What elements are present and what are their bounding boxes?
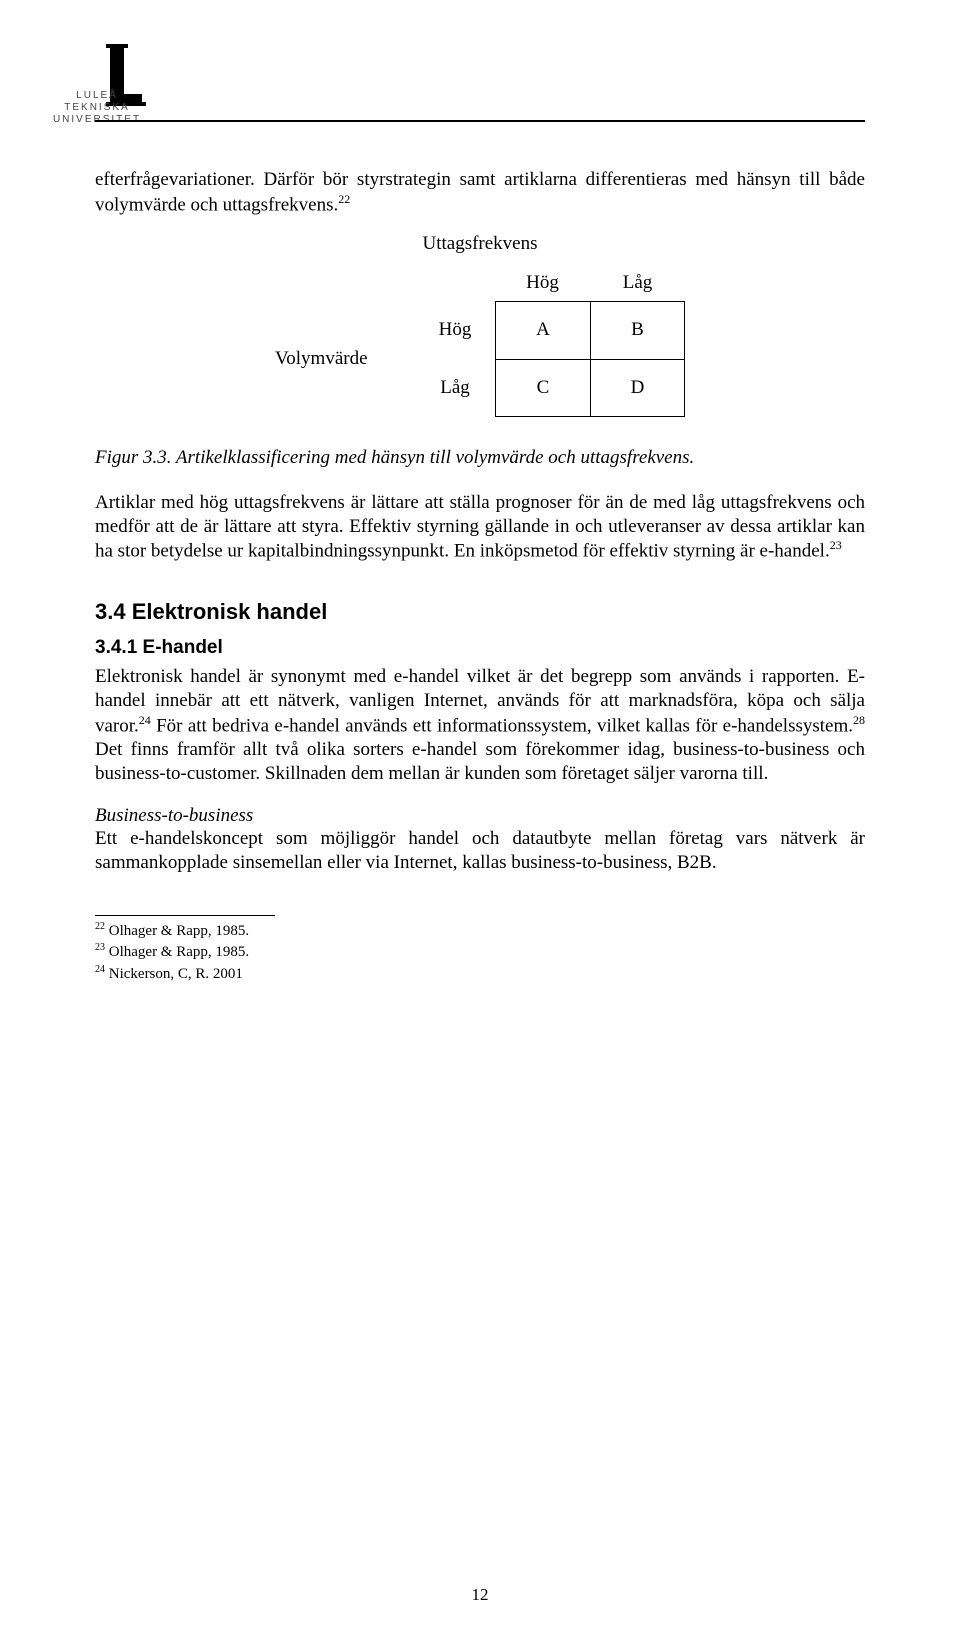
matrix-cell-d: D (590, 359, 685, 417)
para3-sup1: 24 (139, 713, 151, 727)
fn3-text: Nickerson, C, R. 2001 (105, 966, 243, 982)
para2-text: Artiklar med hög uttagsfrekvens är lätta… (95, 492, 865, 562)
para1-sup: 22 (338, 192, 350, 206)
section-heading: 3.4 Elektronisk handel (95, 599, 865, 625)
matrix-title: Uttagsfrekvens (95, 233, 865, 255)
footnote-rule (95, 915, 275, 916)
fn2-num: 23 (95, 942, 105, 953)
paragraph-1: efterfrågevariationer. Därför bör styrst… (95, 168, 865, 217)
para3-part3: Det finns framför allt två olika sorters… (95, 739, 865, 784)
matrix-cell-c: C (495, 359, 590, 417)
para3-part2: För att bedriva e-handel används ett inf… (151, 715, 853, 736)
matrix-cell-b: B (590, 301, 685, 359)
matrix-col-header-2: Låg (590, 272, 685, 294)
matrix-col-header-1: Hög (495, 272, 590, 294)
page-number: 12 (0, 1585, 960, 1605)
page: LULEÅ TEKNISKA UNIVERSITET efterfrågevar… (0, 0, 960, 1645)
subsection-heading: 3.4.1 E-handel (95, 637, 865, 659)
fn3-num: 24 (95, 964, 105, 975)
fn1-text: Olhager & Rapp, 1985. (105, 923, 249, 939)
matrix-row-header-1: Hög (415, 319, 495, 341)
paragraph-2: Artiklar med hög uttagsfrekvens är lätta… (95, 491, 865, 564)
fn1-num: 22 (95, 921, 105, 932)
para2-sup: 23 (830, 538, 842, 552)
logo-line2: TEKNISKA (43, 102, 151, 114)
para1-text: efterfrågevariationer. Därför bör styrst… (95, 169, 865, 215)
matrix-row-header-2: Låg (415, 377, 495, 399)
footnotes-block: 22 Olhager & Rapp, 1985. 23 Olhager & Ra… (95, 915, 865, 985)
paragraph-3: Elektronisk handel är synonymt med e-han… (95, 665, 865, 785)
b2b-paragraph: Ett e-handelskoncept som möjliggör hande… (95, 827, 865, 875)
matrix-cell-a: A (495, 301, 590, 359)
matrix-grid: Volymvärde Hög Låg Hög Låg A B C D (275, 265, 685, 417)
para3-sup2: 28 (853, 713, 865, 727)
fn2-text: Olhager & Rapp, 1985. (105, 944, 249, 960)
footnote-1: 22 Olhager & Rapp, 1985. (95, 920, 865, 942)
b2b-heading: Business-to-business (95, 805, 865, 827)
footnote-3: 24 Nickerson, C, R. 2001 (95, 963, 865, 985)
header-area: LULEÅ TEKNISKA UNIVERSITET (95, 50, 865, 140)
footnote-2: 23 Olhager & Rapp, 1985. (95, 941, 865, 963)
matrix-row-outer-label: Volymvärde (275, 348, 415, 370)
header-rule (95, 120, 865, 122)
figure-caption: Figur 3.3. Artikelklassificering med hän… (95, 447, 865, 469)
matrix-figure: Volymvärde Hög Låg Hög Låg A B C D (95, 265, 865, 417)
logo-line1: LULEÅ (43, 90, 151, 102)
